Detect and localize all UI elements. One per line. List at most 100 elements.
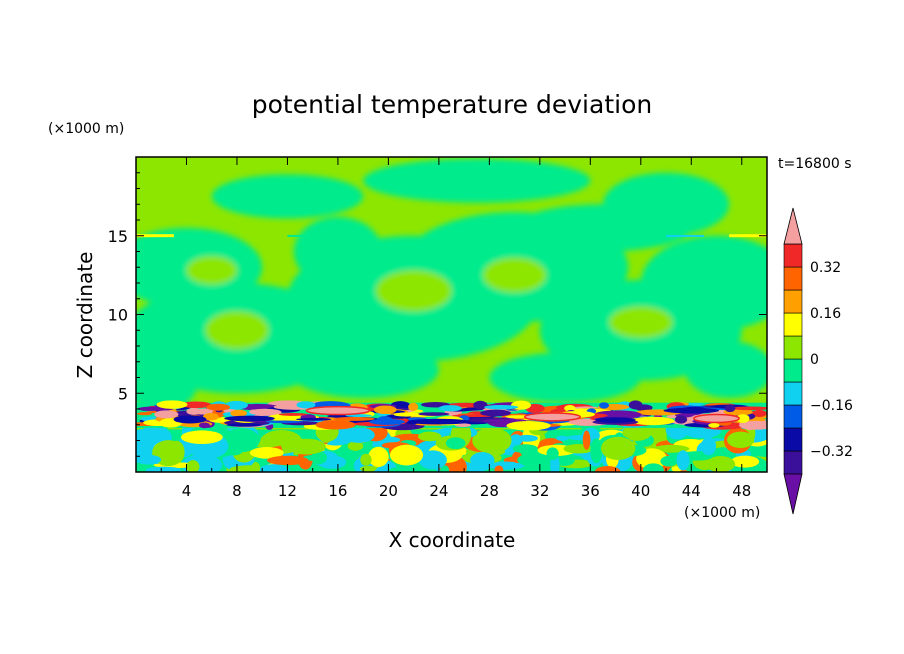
time-label: t=16800 s [778, 156, 852, 172]
turbulent-cell [347, 441, 364, 451]
contour-region [640, 235, 767, 331]
x-tick-label: 8 [232, 482, 242, 500]
inversion-cell [206, 403, 231, 411]
turbulent-cell [600, 436, 636, 461]
colorbar-segment [783, 381, 803, 406]
contour-region [363, 158, 591, 203]
cold-streak [224, 415, 275, 422]
contour-region [293, 216, 383, 287]
turbulent-cell [286, 438, 326, 455]
turbulent-cell [582, 430, 591, 450]
turbulent-cell [472, 427, 512, 454]
contour-region [287, 341, 439, 398]
contour-island [205, 311, 269, 350]
turbulent-cell [594, 465, 621, 472]
turbulent-cell [705, 456, 736, 472]
x-tick-label: 36 [581, 482, 600, 500]
turbulent-cell [145, 466, 182, 472]
cold-streak [663, 407, 720, 414]
colorbar-label: −0.32 [810, 444, 853, 460]
colorbar-segment [783, 404, 803, 429]
turbulent-cell [440, 465, 450, 472]
z-unit-label: (×1000 m) [48, 121, 124, 137]
warm-streak [305, 405, 371, 416]
inversion-cell [315, 420, 356, 430]
x-tick-label: 20 [379, 482, 398, 500]
warm-streak [693, 413, 740, 424]
inversion-cell [173, 415, 207, 424]
contour-region [684, 341, 767, 398]
colorbar-segment [783, 358, 803, 383]
inversion-cell [226, 423, 263, 427]
x-unit-label: (×1000 m) [684, 505, 760, 521]
turbulent-cell [470, 452, 495, 469]
x-tick-label: 28 [480, 482, 499, 500]
turbulent-cell [622, 424, 652, 441]
inversion-cell [480, 409, 512, 417]
contour-island [609, 306, 673, 339]
inversion-cell [180, 401, 212, 409]
inversion-cell [564, 405, 576, 412]
turbulent-cell [180, 430, 223, 445]
colorbar-segment [783, 312, 803, 337]
inversion-cell [730, 406, 767, 411]
inversion-cell [295, 417, 332, 421]
turbulent-cell [418, 450, 447, 470]
level-artifact [666, 234, 704, 237]
inversion-cell [369, 418, 405, 425]
turbulent-cell [360, 465, 377, 472]
turbulent-cell [249, 447, 284, 459]
inversion-cell [631, 416, 675, 426]
inversion-cell [473, 400, 488, 410]
inversion-cell [265, 420, 303, 424]
colorbar-label: 0.32 [810, 260, 841, 276]
inversion-cell [417, 412, 450, 416]
turbulent-cell [546, 447, 559, 460]
turbulent-cell [730, 455, 760, 468]
colorbar-label: 0 [810, 352, 819, 368]
turbulent-cell [417, 431, 442, 442]
inversion-cell [739, 420, 767, 430]
contour-region-group [136, 158, 767, 413]
x-tick-label: 48 [732, 482, 751, 500]
turbulent-cell [360, 453, 372, 466]
turbulent-cell [642, 463, 664, 472]
z-tick-label: 15 [108, 227, 128, 246]
x-tick-label: 44 [682, 482, 701, 500]
warm-streak [523, 412, 581, 422]
plot-area [136, 157, 767, 472]
inversion-cell [408, 402, 419, 411]
inversion-cell [373, 405, 397, 415]
turbulent-cell [342, 427, 375, 443]
contour-island [186, 256, 237, 285]
inversion-cell [296, 401, 316, 409]
level-artifact [287, 234, 351, 237]
turbulent-cell [660, 455, 678, 467]
turbulent-cells [136, 400, 767, 472]
inversion-cell [230, 409, 247, 417]
turbulent-cell [389, 444, 424, 466]
inversion-cell [688, 402, 704, 406]
inversion-cell [599, 402, 610, 409]
inversion-cell [249, 409, 258, 415]
contour-region [489, 352, 641, 403]
turbulent-cell [266, 455, 309, 466]
inversion-cell [674, 415, 688, 424]
inversion-cell [156, 400, 188, 409]
turbulent-cell [186, 460, 200, 472]
turbulent-cell [494, 465, 504, 472]
turbulent-cell [556, 435, 569, 441]
inversion-cell [708, 422, 720, 428]
level-artifact [136, 234, 174, 238]
inversion-cell [593, 410, 642, 419]
contour-island [375, 270, 452, 312]
inversion-cell [278, 412, 308, 416]
inversion-cell [333, 416, 375, 421]
contour-region [211, 174, 364, 219]
x-tick-label: 24 [429, 482, 448, 500]
x-tick-label: 40 [631, 482, 650, 500]
turbulent-cell [165, 456, 178, 462]
turbulent-cell [445, 437, 466, 450]
inversion-cell [454, 423, 472, 427]
colorbar-extend-low [783, 473, 803, 515]
